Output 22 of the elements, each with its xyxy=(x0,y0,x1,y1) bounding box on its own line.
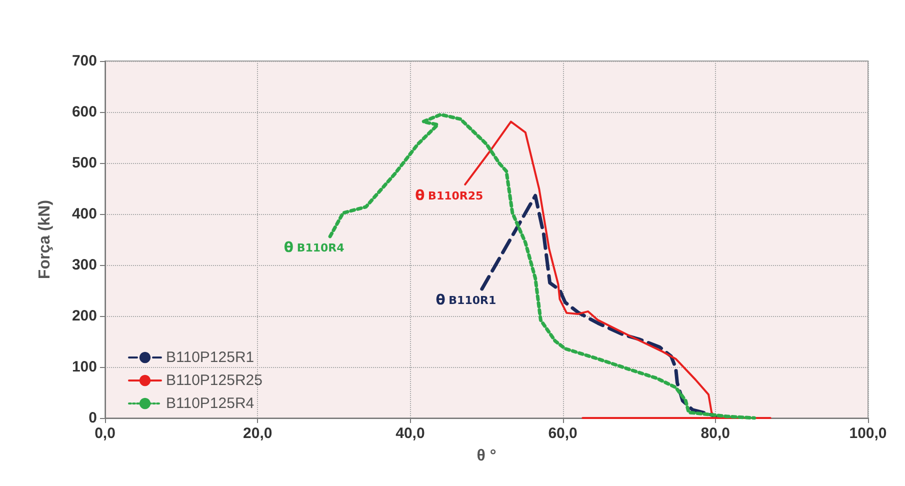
y-tick-label: 300 xyxy=(72,256,97,274)
annotation: θ B110R4 xyxy=(284,240,345,256)
y-tick-label: 700 xyxy=(72,52,97,70)
x-tick-label: 20,0 xyxy=(243,425,272,442)
y-tick-label: 400 xyxy=(72,206,97,222)
x-tick-label: 100,0 xyxy=(849,425,887,442)
x-tick-label: 80,0 xyxy=(700,425,730,442)
y-axis-title: Força (kN) xyxy=(36,200,54,280)
y-tick-label: 600 xyxy=(72,104,97,120)
x-tick-label: 0,0 xyxy=(94,425,116,442)
x-tick-label: 40,0 xyxy=(396,425,425,442)
y-tick-label: 100 xyxy=(72,358,97,376)
y-tick-label: 500 xyxy=(72,154,97,172)
legend-label: B110P125R4 xyxy=(166,395,254,412)
annotation: θ B110R1 xyxy=(436,292,496,308)
annotation: θ B110R25 xyxy=(415,188,484,204)
legend-label: B110P125R25 xyxy=(166,372,262,389)
y-tick-label: 200 xyxy=(72,308,97,324)
x-tick-label: 60,0 xyxy=(548,425,578,442)
x-axis-title: θ ° xyxy=(476,448,496,464)
y-tick-label: 0 xyxy=(88,410,97,426)
legend-label: B110P125R1 xyxy=(166,349,254,366)
